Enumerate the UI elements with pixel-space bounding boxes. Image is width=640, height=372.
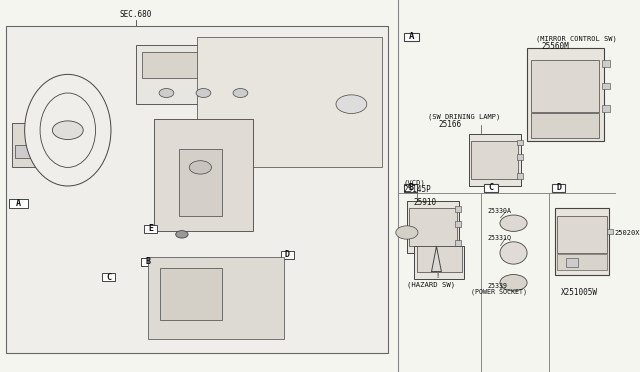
FancyBboxPatch shape [555, 208, 609, 275]
FancyBboxPatch shape [102, 273, 115, 281]
Text: B: B [408, 183, 413, 192]
Text: 25331Q: 25331Q [487, 234, 511, 240]
FancyBboxPatch shape [407, 201, 460, 253]
Text: !: ! [436, 273, 440, 279]
Circle shape [396, 226, 418, 239]
FancyBboxPatch shape [557, 254, 607, 270]
Text: (POWER SOCKET): (POWER SOCKET) [471, 289, 527, 295]
FancyBboxPatch shape [455, 221, 461, 227]
Circle shape [196, 89, 211, 97]
FancyBboxPatch shape [602, 105, 610, 112]
Text: C: C [106, 273, 111, 282]
Text: B: B [145, 257, 150, 266]
Text: A: A [409, 32, 414, 41]
Text: (HAZARD SW): (HAZARD SW) [408, 282, 456, 288]
Circle shape [336, 95, 367, 113]
FancyBboxPatch shape [142, 52, 253, 78]
FancyBboxPatch shape [516, 140, 523, 145]
FancyBboxPatch shape [455, 240, 461, 246]
Circle shape [159, 89, 174, 97]
FancyBboxPatch shape [280, 251, 294, 259]
Circle shape [176, 231, 188, 238]
Text: 25145P: 25145P [404, 185, 431, 194]
Ellipse shape [500, 242, 527, 264]
Text: A: A [16, 199, 21, 208]
Text: E: E [148, 224, 153, 233]
FancyBboxPatch shape [9, 199, 28, 208]
FancyBboxPatch shape [566, 258, 579, 267]
FancyBboxPatch shape [531, 113, 599, 138]
Text: 25910: 25910 [414, 198, 437, 207]
Text: C: C [488, 183, 493, 192]
Text: 25330A: 25330A [487, 208, 511, 214]
FancyBboxPatch shape [404, 184, 417, 192]
Circle shape [189, 161, 211, 174]
FancyBboxPatch shape [179, 149, 222, 216]
FancyBboxPatch shape [32, 145, 47, 158]
Circle shape [233, 89, 248, 97]
FancyBboxPatch shape [141, 258, 156, 266]
FancyBboxPatch shape [6, 26, 388, 353]
Circle shape [500, 215, 527, 231]
Text: D: D [556, 183, 561, 192]
FancyBboxPatch shape [148, 257, 284, 339]
FancyBboxPatch shape [404, 33, 419, 41]
FancyBboxPatch shape [468, 134, 521, 186]
FancyBboxPatch shape [455, 206, 461, 212]
Ellipse shape [40, 93, 95, 167]
Text: 25166: 25166 [438, 120, 461, 129]
FancyBboxPatch shape [531, 60, 599, 112]
Text: (MIRROR CONTROL SW): (MIRROR CONTROL SW) [536, 36, 617, 42]
Text: X251005W: X251005W [561, 288, 598, 296]
FancyBboxPatch shape [414, 246, 463, 279]
FancyBboxPatch shape [602, 83, 610, 89]
Text: SEC.680: SEC.680 [120, 10, 152, 19]
FancyBboxPatch shape [410, 208, 457, 246]
FancyBboxPatch shape [516, 154, 523, 160]
Text: D: D [285, 250, 290, 259]
FancyBboxPatch shape [417, 246, 461, 272]
FancyBboxPatch shape [471, 141, 518, 179]
FancyBboxPatch shape [143, 225, 157, 232]
FancyBboxPatch shape [484, 184, 497, 192]
Circle shape [500, 275, 527, 291]
FancyBboxPatch shape [197, 37, 382, 167]
FancyBboxPatch shape [527, 48, 604, 141]
Text: 25339: 25339 [487, 283, 507, 289]
Circle shape [52, 121, 83, 140]
FancyBboxPatch shape [136, 45, 259, 104]
Text: (VCD): (VCD) [404, 180, 426, 186]
Ellipse shape [25, 74, 111, 186]
Text: (SW DRINING LAMP): (SW DRINING LAMP) [428, 114, 500, 121]
FancyBboxPatch shape [160, 268, 222, 320]
FancyBboxPatch shape [516, 173, 523, 179]
FancyBboxPatch shape [12, 123, 52, 167]
Text: 25560M: 25560M [541, 42, 569, 51]
FancyBboxPatch shape [557, 216, 607, 253]
Text: 25020X: 25020X [614, 230, 639, 235]
FancyBboxPatch shape [15, 145, 31, 158]
FancyBboxPatch shape [154, 119, 253, 231]
FancyBboxPatch shape [602, 60, 610, 67]
FancyBboxPatch shape [552, 184, 565, 192]
FancyBboxPatch shape [607, 229, 612, 234]
